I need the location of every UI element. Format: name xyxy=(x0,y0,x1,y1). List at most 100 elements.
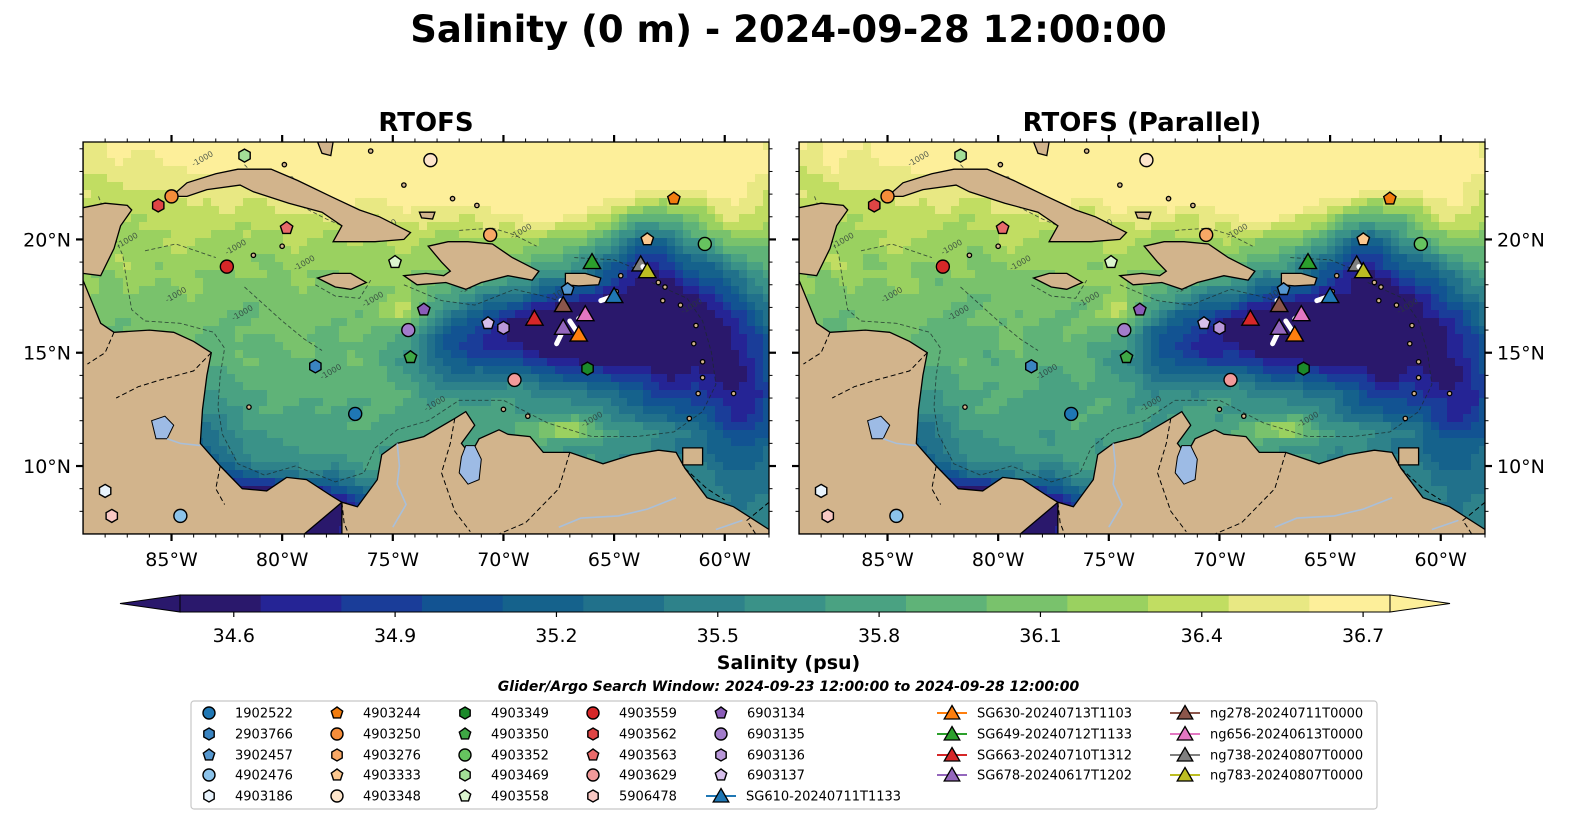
legend-marker xyxy=(202,768,216,782)
land-great-inagua xyxy=(418,211,436,220)
small-island xyxy=(1446,390,1453,397)
land-trinidad xyxy=(682,447,704,466)
legend-label: 4903244 xyxy=(363,707,421,722)
colorbar: 34.6 34.9 35.2 35.5 35.8 36.1 36.4 36.7 xyxy=(119,594,1451,647)
small-island xyxy=(686,415,693,422)
legend-label: 4903333 xyxy=(363,769,421,784)
argo-float-marker xyxy=(880,189,895,204)
legend-marker xyxy=(1176,725,1194,741)
argo-float-marker xyxy=(507,372,522,388)
argo-float-marker xyxy=(889,508,904,524)
glider-tracks xyxy=(524,252,658,347)
argo-floats xyxy=(814,148,1429,524)
legend-label: 1902522 xyxy=(235,707,293,722)
lon-tick-label: 65°W xyxy=(1304,549,1357,571)
land-hispaniola xyxy=(402,241,540,290)
colorbar-tick-label: 36.4 xyxy=(1181,625,1223,647)
small-island xyxy=(1117,182,1123,188)
map-panel-rtofs-parallel[interactable]: -1000-1000 -1000-1000-1000-1000-1000-1000… xyxy=(792,135,1545,571)
argo-floats xyxy=(98,148,713,524)
legend-label: SG610-20240711T1133 xyxy=(746,790,901,805)
argo-float-marker xyxy=(403,349,418,364)
figure-title: Salinity (0 m) - 2024-09-28 12:00:00 xyxy=(410,8,1167,51)
argo-float-marker xyxy=(482,227,498,243)
glider-marker xyxy=(1269,295,1290,313)
lon-tick-label: 65°W xyxy=(588,549,641,571)
colorbar-tick-label: 35.8 xyxy=(858,625,900,647)
legend-marker xyxy=(1176,704,1194,720)
glider-marker xyxy=(575,304,596,322)
legend-marker xyxy=(586,768,600,782)
lat-tick-label: 15°N xyxy=(23,343,71,365)
small-island xyxy=(281,161,288,168)
map-content: -1000-1000 -1000-1000-1000-1000-1000-1000… xyxy=(83,142,769,534)
legend-marker xyxy=(714,768,728,781)
colorbar-swatch xyxy=(1228,595,1310,612)
river xyxy=(558,496,677,528)
legend-label: 4903562 xyxy=(619,728,677,743)
glider-marker xyxy=(1291,304,1312,322)
small-island xyxy=(730,390,737,397)
argo-float-marker xyxy=(173,508,188,524)
glider-marker xyxy=(1284,324,1305,342)
colorbar-swatch xyxy=(1067,595,1149,612)
argo-float-marker xyxy=(560,281,575,296)
small-island xyxy=(1333,272,1340,279)
small-island xyxy=(693,322,699,329)
isobath-line xyxy=(860,243,932,259)
legend-label: 3902457 xyxy=(235,749,293,764)
land-great-inagua xyxy=(1134,211,1152,220)
small-island xyxy=(995,243,1002,250)
river xyxy=(166,438,201,447)
isobath-line xyxy=(1031,279,1088,299)
argo-float-marker xyxy=(423,152,438,168)
small-island xyxy=(1409,322,1415,329)
small-island xyxy=(966,252,973,259)
legend-marker xyxy=(586,748,600,761)
legend-marker xyxy=(458,748,472,762)
country-borders xyxy=(87,332,769,534)
small-island xyxy=(500,406,507,413)
legend-label: SG678-20240617T1202 xyxy=(977,769,1132,784)
small-island xyxy=(962,404,968,410)
border-line xyxy=(684,467,725,501)
land-central-america xyxy=(799,142,1060,534)
legend-label: 4903563 xyxy=(619,749,677,764)
glider-marker xyxy=(1298,252,1318,270)
argo-float-marker xyxy=(105,508,119,524)
map-frame xyxy=(798,141,1486,535)
argo-float-marker xyxy=(416,302,431,316)
legend-marker xyxy=(715,748,727,762)
river xyxy=(1108,443,1123,528)
isobath-line xyxy=(1119,284,1275,306)
small-island xyxy=(1371,279,1378,286)
legend-marker xyxy=(330,706,344,719)
land-bahamas-andros xyxy=(1032,142,1050,157)
argo-float-marker xyxy=(1356,232,1371,246)
argo-float-marker xyxy=(640,232,655,246)
small-island xyxy=(1240,413,1247,420)
legend-marker xyxy=(943,746,961,762)
colorbar-swatch xyxy=(664,595,746,612)
small-island xyxy=(1402,415,1409,422)
colorbar-swatch xyxy=(422,595,504,612)
small-island xyxy=(1411,390,1418,397)
lon-tick-label: 70°W xyxy=(1193,549,1246,571)
map-panel-rtofs[interactable]: -1000-1000 -1000-1000-1000-1000-1000-1000… xyxy=(23,135,776,571)
border-line xyxy=(115,352,212,399)
glider-marker xyxy=(524,308,545,326)
isobath-line xyxy=(315,279,372,299)
colorbar-tick-label: 36.7 xyxy=(1342,625,1384,647)
legend-marker xyxy=(331,748,343,762)
legend-label: 4903469 xyxy=(491,769,549,784)
colorbar-extend-low xyxy=(119,594,181,613)
legend-label: 4903558 xyxy=(491,790,549,805)
legend-label: 6903135 xyxy=(747,728,805,743)
argo-float-marker xyxy=(1025,358,1038,374)
small-island xyxy=(662,284,668,290)
lon-tick-label: 60°W xyxy=(699,549,752,571)
lakes xyxy=(867,415,1198,485)
land-jamaica xyxy=(1031,272,1084,290)
glider-marker xyxy=(553,317,574,335)
border-line xyxy=(440,418,471,533)
